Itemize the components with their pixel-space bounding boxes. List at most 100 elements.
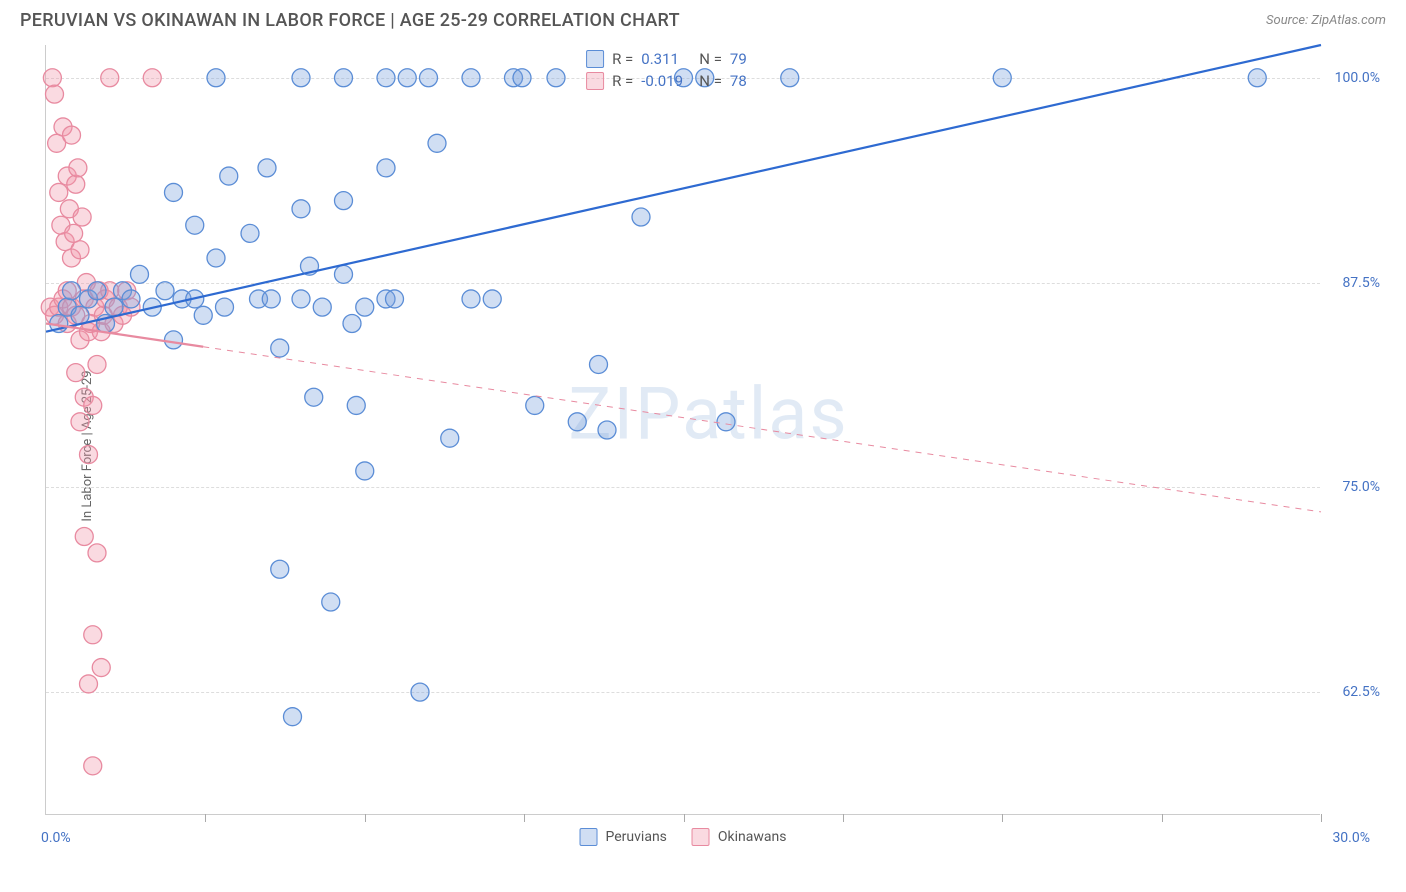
data-point	[84, 396, 102, 414]
x-axis-max-label: 30.0%	[1332, 830, 1370, 846]
x-tick	[205, 814, 206, 822]
legend-swatch	[586, 50, 604, 68]
data-point	[63, 282, 81, 300]
data-point	[73, 208, 91, 226]
data-point	[356, 462, 374, 480]
chart-container: PERUVIAN VS OKINAWAN IN LABOR FORCE | AG…	[0, 0, 1406, 892]
data-point	[92, 659, 110, 677]
data-point	[1248, 69, 1266, 87]
data-point	[71, 413, 89, 431]
data-point	[420, 69, 438, 87]
data-point	[194, 306, 212, 324]
data-point	[67, 175, 85, 193]
data-point	[216, 298, 234, 316]
legend-item: Okinawans	[692, 828, 787, 846]
data-point	[343, 315, 361, 333]
data-point	[993, 69, 1011, 87]
data-point	[156, 282, 174, 300]
chart-title: PERUVIAN VS OKINAWAN IN LABOR FORCE | AG…	[20, 10, 680, 31]
y-tick-label: 87.5%	[1342, 275, 1380, 291]
data-point	[105, 298, 123, 316]
data-point	[143, 69, 161, 87]
legend-swatch	[580, 828, 598, 846]
data-point	[84, 757, 102, 775]
r-label: R =	[612, 72, 633, 90]
r-value: -0.019	[641, 72, 691, 90]
data-point	[590, 355, 608, 373]
data-point	[262, 290, 280, 308]
x-tick	[1002, 814, 1003, 822]
legend-item: Peruvians	[580, 828, 667, 846]
n-value: 79	[730, 50, 780, 68]
chart-svg	[46, 45, 1320, 814]
data-point	[462, 290, 480, 308]
data-point	[80, 446, 98, 464]
data-point	[547, 69, 565, 87]
data-point	[165, 183, 183, 201]
correlation-legend-row: R =0.311N =79	[586, 50, 780, 68]
data-point	[46, 85, 64, 103]
x-tick	[1321, 814, 1322, 822]
data-point	[717, 413, 735, 431]
series-legend: Peruvians Okinawans	[580, 828, 787, 846]
data-point	[411, 683, 429, 701]
y-tick-label: 100.0%	[1335, 70, 1380, 86]
x-tick	[684, 814, 685, 822]
data-point	[513, 69, 531, 87]
legend-label: Okinawans	[718, 829, 787, 845]
data-point	[632, 208, 650, 226]
legend-label: Peruvians	[606, 829, 667, 845]
data-point	[258, 159, 276, 177]
data-point	[292, 290, 310, 308]
data-point	[88, 282, 106, 300]
data-point	[462, 69, 480, 87]
data-point	[398, 69, 416, 87]
data-point	[313, 298, 331, 316]
data-point	[526, 396, 544, 414]
data-point	[186, 216, 204, 234]
x-axis-min-label: 0.0%	[41, 830, 71, 846]
n-label: N =	[699, 50, 722, 68]
data-point	[335, 192, 353, 210]
data-point	[131, 265, 149, 283]
data-point	[305, 388, 323, 406]
data-point	[50, 183, 68, 201]
data-point	[386, 290, 404, 308]
data-point	[428, 134, 446, 152]
data-point	[335, 69, 353, 87]
data-point	[71, 241, 89, 259]
legend-swatch	[586, 72, 604, 90]
data-point	[292, 200, 310, 218]
data-point	[356, 298, 374, 316]
x-tick	[1162, 814, 1163, 822]
data-point	[207, 69, 225, 87]
data-point	[241, 224, 259, 242]
data-point	[75, 527, 93, 545]
data-point	[322, 593, 340, 611]
data-point	[568, 413, 586, 431]
data-point	[271, 339, 289, 357]
data-point	[441, 429, 459, 447]
plot-area: ZIPatlas 100.0%87.5%75.0%62.5% 0.0% 30.0…	[45, 45, 1320, 815]
x-tick	[365, 814, 366, 822]
x-tick	[843, 814, 844, 822]
data-point	[271, 560, 289, 578]
data-point	[165, 331, 183, 349]
n-value: 78	[730, 72, 780, 90]
data-point	[63, 126, 81, 144]
data-point	[377, 159, 395, 177]
data-point	[88, 355, 106, 373]
n-label: N =	[699, 72, 722, 90]
data-point	[84, 626, 102, 644]
correlation-legend-row: R = -0.019 N = 78	[586, 72, 780, 90]
data-point	[483, 290, 501, 308]
data-point	[347, 396, 365, 414]
data-point	[377, 69, 395, 87]
data-point	[43, 69, 61, 87]
header: PERUVIAN VS OKINAWAN IN LABOR FORCE | AG…	[20, 10, 1386, 31]
data-point	[65, 224, 83, 242]
source-attribution: Source: ZipAtlas.com	[1266, 13, 1386, 28]
data-point	[781, 69, 799, 87]
data-point	[284, 708, 302, 726]
x-tick	[524, 814, 525, 822]
